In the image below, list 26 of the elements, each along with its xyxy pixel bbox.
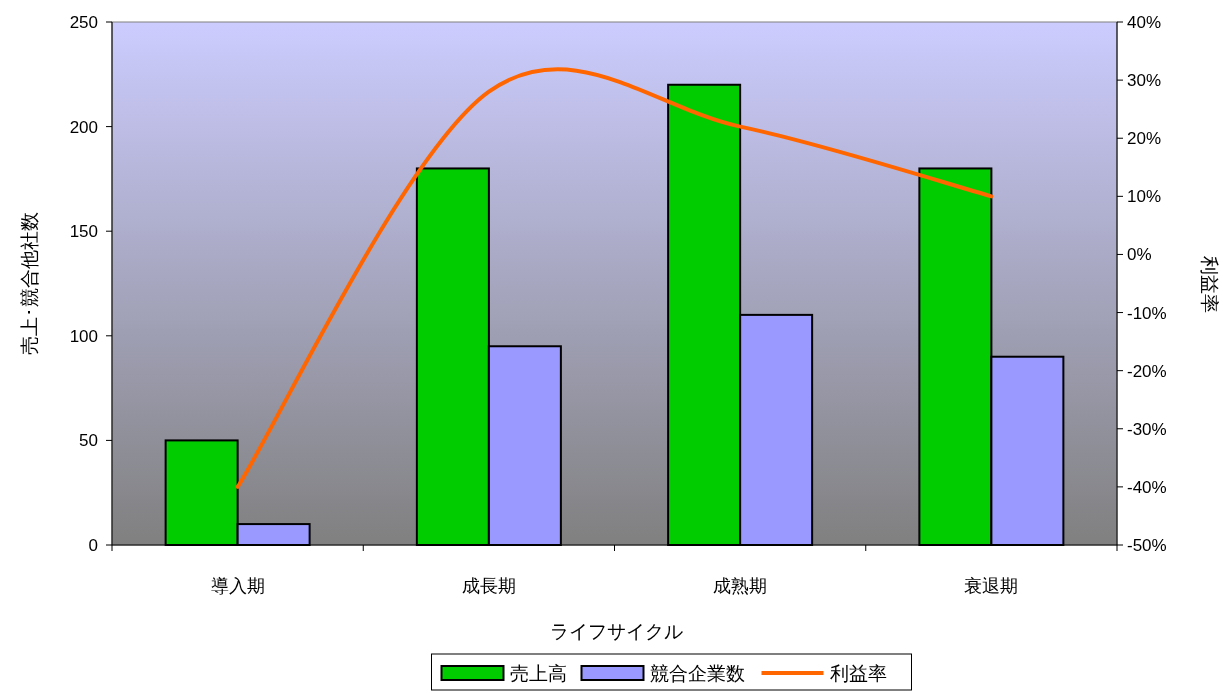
y-axis-title: 売上･競合他社数	[19, 212, 40, 355]
y-tick-label: 150	[69, 222, 98, 242]
y2-axis-title: 利益率	[1199, 255, 1220, 313]
y2-tick-label: -50%	[1127, 536, 1167, 555]
y2-tick-label: 10%	[1127, 187, 1162, 207]
y2-tick-label: 30%	[1127, 71, 1162, 91]
legend-label: 競合企業数	[649, 663, 745, 684]
y2-tick-label: -10%	[1127, 303, 1167, 323]
y2-tick-label: 40%	[1127, 13, 1162, 32]
y-tick-label: 0	[88, 536, 98, 555]
y-tick-label: 200	[69, 117, 98, 137]
legend-label: 利益率	[829, 663, 887, 684]
y2-tick-label: 20%	[1127, 129, 1162, 149]
y2-tick-label: -20%	[1127, 361, 1167, 381]
x-tick-label: 衰退期	[964, 576, 1019, 596]
y2-tick-label: -30%	[1127, 419, 1167, 439]
x-axis-title: ライフサイクル	[550, 621, 683, 642]
y-tick-label: 100	[69, 326, 98, 346]
x-tick-label: 導入期	[210, 576, 265, 596]
y2-tick-label: -40%	[1127, 477, 1167, 497]
x-tick-label: 成熟期	[713, 576, 768, 596]
y-tick-label: 50	[79, 431, 98, 451]
y2-tick-label: 0%	[1127, 245, 1152, 265]
legend-label: 売上高	[509, 663, 567, 684]
y-tick-label: 250	[69, 13, 98, 32]
x-tick-label: 成長期	[461, 576, 516, 596]
